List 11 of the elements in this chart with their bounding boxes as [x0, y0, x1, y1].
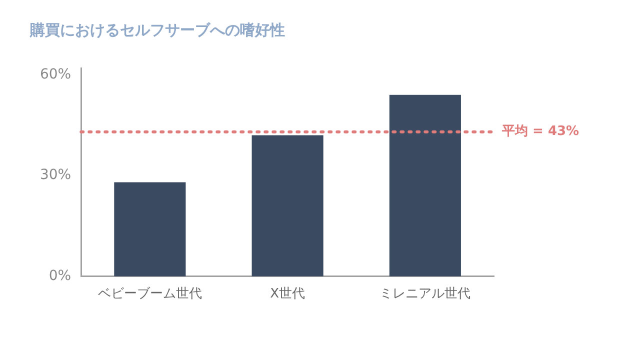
bar [389, 94, 461, 276]
x-tick-label: X世代 [270, 286, 306, 302]
y-tick-label: 60% [40, 66, 72, 82]
x-tick-label: ベビーブーム世代 [98, 286, 202, 302]
x-tick-label: ミレニアル世代 [380, 286, 471, 302]
bar [252, 135, 324, 276]
bar [114, 182, 186, 276]
y-tick-label: 30% [40, 167, 72, 184]
y-tick-label: 0% [48, 268, 72, 284]
ref-line-label: 平均 = 43% [501, 124, 580, 140]
chart-title: 購買におけるセルフサーブへの嗜好性 [29, 20, 285, 39]
